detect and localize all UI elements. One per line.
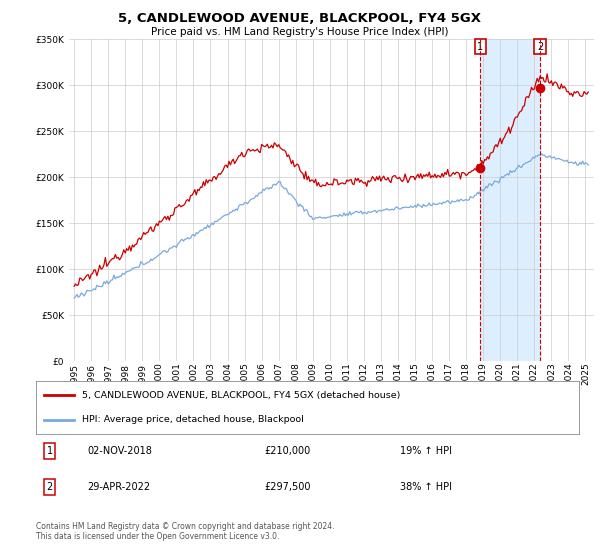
Text: HPI: Average price, detached house, Blackpool: HPI: Average price, detached house, Blac… [82,415,304,424]
Text: £297,500: £297,500 [264,482,311,492]
Text: Contains HM Land Registry data © Crown copyright and database right 2024.
This d: Contains HM Land Registry data © Crown c… [36,522,335,542]
Text: £210,000: £210,000 [264,446,310,456]
Text: 5, CANDLEWOOD AVENUE, BLACKPOOL, FY4 5GX: 5, CANDLEWOOD AVENUE, BLACKPOOL, FY4 5GX [119,12,482,25]
Text: 1: 1 [478,41,484,52]
Text: 19% ↑ HPI: 19% ↑ HPI [400,446,452,456]
Text: 38% ↑ HPI: 38% ↑ HPI [400,482,452,492]
Text: 2: 2 [537,41,543,52]
Text: Price paid vs. HM Land Registry's House Price Index (HPI): Price paid vs. HM Land Registry's House … [151,27,449,37]
Bar [481,39,540,361]
Text: 02-NOV-2018: 02-NOV-2018 [88,446,152,456]
Text: 1: 1 [47,446,53,456]
Text: 29-APR-2022: 29-APR-2022 [88,482,151,492]
Text: 2: 2 [46,482,53,492]
Text: 5, CANDLEWOOD AVENUE, BLACKPOOL, FY4 5GX (detached house): 5, CANDLEWOOD AVENUE, BLACKPOOL, FY4 5GX… [82,391,401,400]
